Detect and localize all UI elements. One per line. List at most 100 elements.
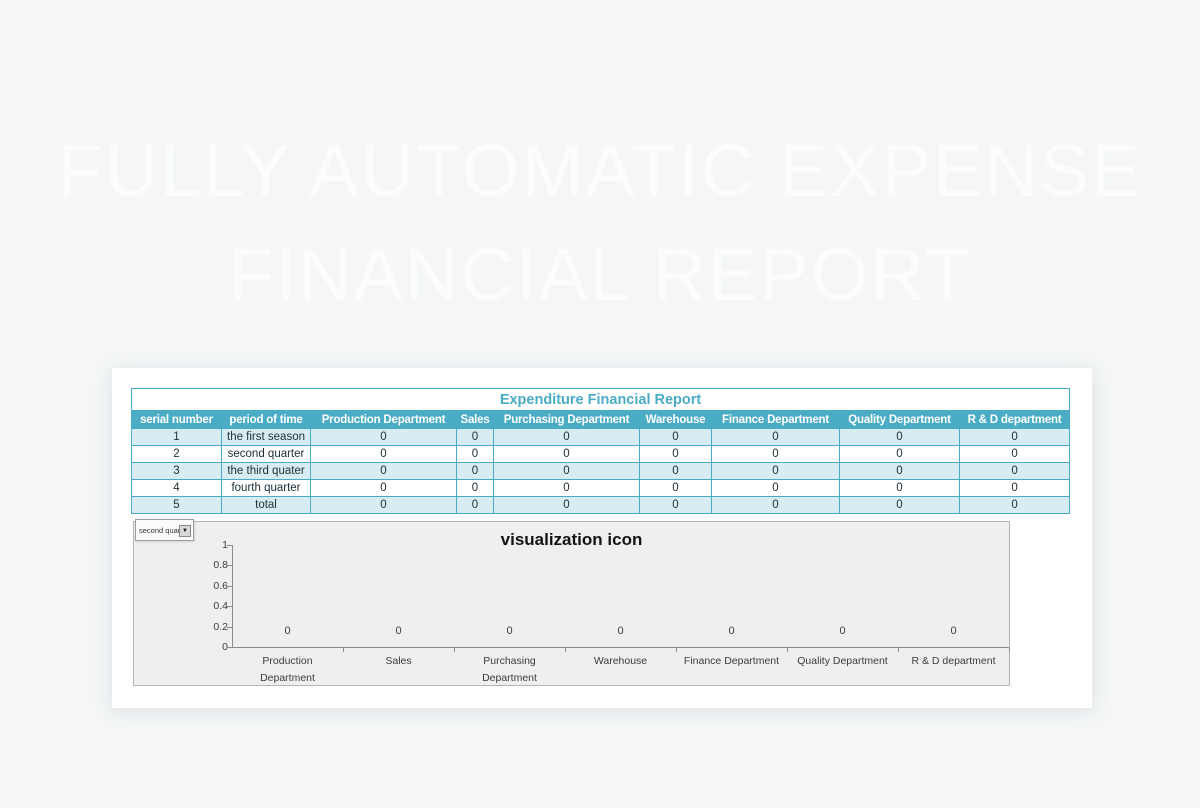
- column-header: R & D department: [958, 410, 1071, 429]
- column-header: Purchasing Department: [493, 410, 640, 429]
- table-cell: 2: [131, 445, 222, 463]
- data-label: 0: [284, 625, 291, 637]
- table-row: 4 fourth quarter 0 0 0 0 0 0 0: [131, 479, 1071, 497]
- chart-title: visualization icon: [500, 530, 643, 549]
- table-cell: 0: [493, 445, 640, 463]
- table-cell: 0: [456, 428, 494, 446]
- chart-filter-dropdown[interactable]: second quarter ▼: [135, 519, 194, 541]
- table-cell: 3: [131, 462, 222, 480]
- table-cell: 0: [839, 479, 960, 497]
- table-header-row: serial number period of time Production …: [131, 410, 1071, 429]
- table-cell: 0: [711, 462, 840, 480]
- dropdown-arrow-icon[interactable]: ▼: [179, 525, 191, 537]
- y-axis-tick-label: 0.6: [213, 580, 228, 592]
- data-label: 0: [839, 625, 846, 637]
- table-cell: 0: [958, 428, 1071, 446]
- table-cell: 0: [958, 496, 1071, 514]
- column-header: Warehouse: [639, 410, 712, 429]
- table-cell: second quarter: [221, 445, 311, 463]
- report-card: Expenditure Financial Report serial numb…: [112, 368, 1092, 708]
- table-cell: 0: [493, 496, 640, 514]
- x-tick-mark: [565, 648, 566, 652]
- y-tick-mark: [227, 647, 232, 648]
- table-cell: 4: [131, 479, 222, 497]
- table-cell: 0: [639, 479, 712, 497]
- table-cell: 0: [711, 479, 840, 497]
- x-tick-mark: [1009, 648, 1010, 652]
- table-cell: 0: [456, 479, 494, 497]
- table-cell: 0: [839, 462, 960, 480]
- table-cell: 0: [639, 428, 712, 446]
- column-header: Sales: [456, 410, 494, 429]
- table-row: 3 the third quater 0 0 0 0 0 0 0: [131, 462, 1071, 480]
- column-header: Production Department: [310, 410, 457, 429]
- expenditure-table: Expenditure Financial Report serial numb…: [130, 388, 1071, 514]
- data-label: 0: [728, 625, 735, 637]
- data-label: 0: [395, 625, 402, 637]
- x-axis-line: [232, 647, 1009, 648]
- table-cell: total: [221, 496, 311, 514]
- table-cell: 0: [310, 428, 457, 446]
- table-row: 1 the first season 0 0 0 0 0 0 0: [131, 428, 1071, 446]
- table-cell: 0: [839, 445, 960, 463]
- table-cell: 0: [456, 445, 494, 463]
- y-axis-tick-label: 1: [222, 539, 228, 551]
- table-cell: 0: [958, 479, 1071, 497]
- table-cell: 0: [493, 479, 640, 497]
- table-cell: 0: [711, 496, 840, 514]
- y-axis-line: [232, 545, 233, 647]
- y-axis-tick-label: 0.4: [213, 600, 228, 612]
- table-cell: 0: [456, 496, 494, 514]
- chart: visualization icon 1 0.8 0.6 0.4 0.2 0: [133, 521, 1010, 686]
- column-header: serial number: [131, 410, 222, 429]
- table-cell: 0: [310, 479, 457, 497]
- x-axis-category-label: Warehouse: [593, 655, 648, 667]
- column-header: Finance Department: [711, 410, 840, 429]
- y-tick-mark: [227, 606, 232, 607]
- table-cell: 0: [958, 462, 1071, 480]
- table-cell: 0: [839, 496, 960, 514]
- data-label: 0: [617, 625, 624, 637]
- x-tick-mark: [898, 648, 899, 652]
- table-cell: 0: [958, 445, 1071, 463]
- table-cell: 0: [493, 428, 640, 446]
- watermark-line-1: FULLY AUTOMATIC EXPENSE: [57, 129, 1143, 212]
- x-tick-mark: [343, 648, 344, 652]
- table-cell: 0: [310, 445, 457, 463]
- x-tick-mark: [454, 648, 455, 652]
- table-cell: 0: [711, 428, 840, 446]
- table-cell: the first season: [221, 428, 311, 446]
- x-axis-category-label: Production Department: [260, 655, 315, 684]
- y-axis-tick-label: 0.8: [213, 559, 228, 571]
- y-axis-tick-label: 0: [222, 641, 228, 653]
- y-tick-mark: [227, 565, 232, 566]
- watermark-line-2: FINANCIAL REPORT: [228, 233, 972, 316]
- data-labels: 0 0 0 0 0 0 0: [232, 625, 1009, 637]
- column-header: period of time: [221, 410, 311, 429]
- table-cell: 0: [310, 496, 457, 514]
- y-tick-mark: [227, 545, 232, 546]
- report-title: Expenditure Financial Report: [130, 388, 1071, 411]
- x-tick-mark: [676, 648, 677, 652]
- x-axis-category-label: R & D department: [911, 655, 996, 667]
- table-cell: 0: [493, 462, 640, 480]
- y-axis-tick-label: 0.2: [213, 621, 228, 633]
- x-axis-category-label: Quality Department: [797, 655, 888, 667]
- y-tick-mark: [227, 627, 232, 628]
- column-header: Quality Department: [839, 410, 960, 429]
- table-cell: 5: [131, 496, 222, 514]
- table-cell: 0: [711, 445, 840, 463]
- x-axis-category-labels: Production Department Sales Purchasing D…: [232, 653, 1009, 687]
- table-cell: 0: [639, 462, 712, 480]
- y-tick-mark: [227, 586, 232, 587]
- chart-filter-label: second quarter: [139, 526, 190, 535]
- table-cell: fourth quarter: [221, 479, 311, 497]
- table-title-row: Expenditure Financial Report: [130, 388, 1071, 411]
- table-cell: 1: [131, 428, 222, 446]
- data-label: 0: [506, 625, 513, 637]
- table-row: 5 total 0 0 0 0 0 0 0: [131, 496, 1071, 514]
- table-cell: 0: [456, 462, 494, 480]
- x-axis-category-label: Finance Department: [683, 655, 780, 667]
- x-tick-mark: [787, 648, 788, 652]
